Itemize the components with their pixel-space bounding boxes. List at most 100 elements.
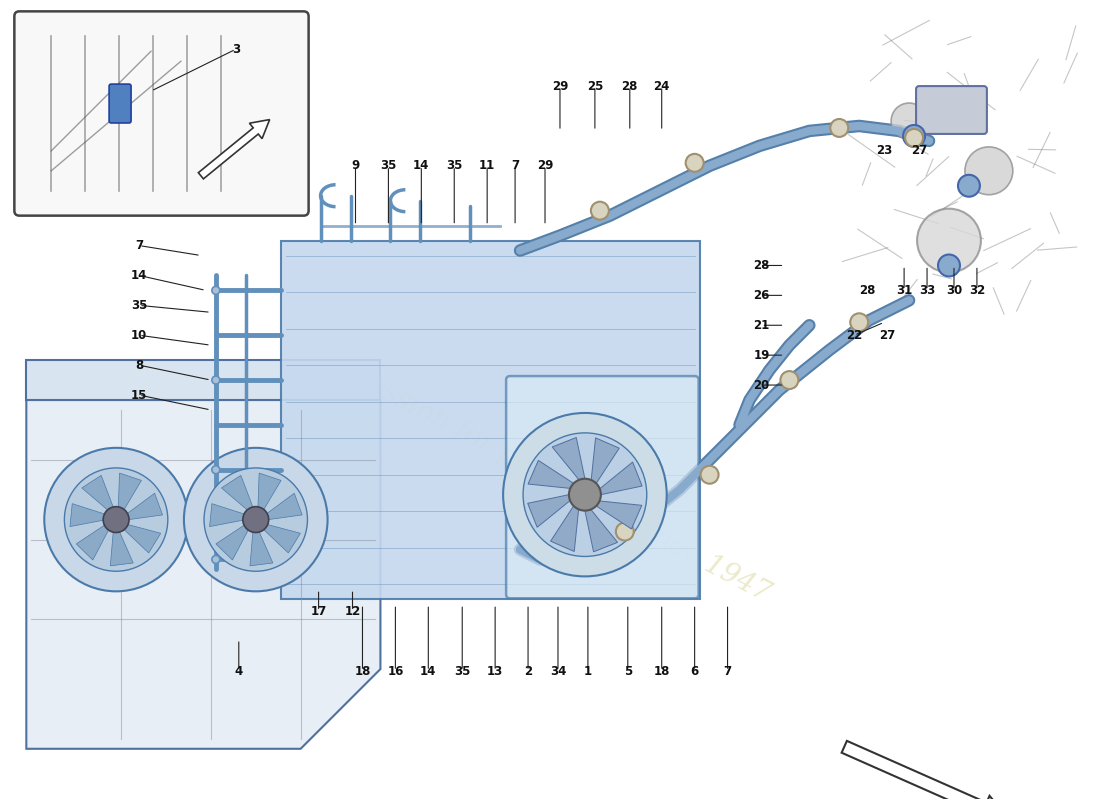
Circle shape <box>917 209 981 273</box>
Text: 30: 30 <box>946 284 962 297</box>
Text: 22: 22 <box>846 329 862 342</box>
Polygon shape <box>26 400 381 749</box>
Polygon shape <box>267 494 303 519</box>
Text: 35: 35 <box>381 159 397 172</box>
FancyBboxPatch shape <box>14 11 309 216</box>
Circle shape <box>905 129 923 147</box>
Circle shape <box>830 119 848 137</box>
Text: 7: 7 <box>135 239 143 252</box>
Text: 29: 29 <box>537 159 553 172</box>
Text: 17: 17 <box>310 605 327 618</box>
Text: 7: 7 <box>512 159 519 172</box>
Polygon shape <box>81 475 113 510</box>
Circle shape <box>958 174 980 197</box>
Circle shape <box>212 466 220 474</box>
Text: 4: 4 <box>234 665 243 678</box>
Circle shape <box>204 468 308 571</box>
Circle shape <box>903 125 925 147</box>
Text: 21: 21 <box>754 318 770 332</box>
Circle shape <box>891 103 927 139</box>
FancyBboxPatch shape <box>916 86 987 134</box>
Text: 6: 6 <box>691 665 698 678</box>
Text: 8: 8 <box>135 358 143 372</box>
Polygon shape <box>596 501 641 529</box>
Text: 35: 35 <box>454 665 471 678</box>
Polygon shape <box>280 241 700 599</box>
Text: 35: 35 <box>447 159 462 172</box>
Text: 16: 16 <box>387 665 404 678</box>
Text: 10: 10 <box>131 329 147 342</box>
Text: 13: 13 <box>487 665 504 678</box>
Circle shape <box>212 555 220 563</box>
Text: 28: 28 <box>621 79 638 93</box>
Polygon shape <box>600 462 642 494</box>
Text: 19: 19 <box>754 349 770 362</box>
Polygon shape <box>528 460 573 488</box>
Polygon shape <box>258 473 282 510</box>
Text: 23: 23 <box>876 144 892 158</box>
Circle shape <box>243 506 268 533</box>
FancyBboxPatch shape <box>506 376 698 598</box>
Text: 18: 18 <box>653 665 670 678</box>
FancyBboxPatch shape <box>109 84 131 123</box>
Circle shape <box>701 466 718 484</box>
Circle shape <box>965 147 1013 194</box>
Text: 29: 29 <box>552 79 569 93</box>
Circle shape <box>850 314 868 331</box>
Polygon shape <box>591 438 619 483</box>
Polygon shape <box>585 510 617 552</box>
Text: 28: 28 <box>859 284 876 297</box>
Circle shape <box>65 468 168 571</box>
Text: 27: 27 <box>879 329 895 342</box>
Circle shape <box>103 506 129 533</box>
Circle shape <box>503 413 667 576</box>
Polygon shape <box>528 494 570 527</box>
Text: 24: 24 <box>653 79 670 93</box>
Text: 11: 11 <box>478 159 495 172</box>
Text: 14: 14 <box>131 269 147 282</box>
Text: 12: 12 <box>344 605 361 618</box>
Circle shape <box>780 371 799 389</box>
Text: 35: 35 <box>131 299 147 312</box>
Polygon shape <box>216 525 249 560</box>
Text: 2: 2 <box>524 665 532 678</box>
Text: 7: 7 <box>724 665 732 678</box>
Polygon shape <box>221 475 253 510</box>
Polygon shape <box>552 438 585 480</box>
Text: 20: 20 <box>754 378 770 391</box>
Circle shape <box>184 448 328 591</box>
Text: 15: 15 <box>131 389 147 402</box>
Text: 18: 18 <box>354 665 371 678</box>
Text: 34: 34 <box>550 665 566 678</box>
Text: 31: 31 <box>896 284 912 297</box>
Polygon shape <box>70 504 104 526</box>
Polygon shape <box>250 532 273 566</box>
Polygon shape <box>76 525 109 560</box>
Text: 33: 33 <box>918 284 935 297</box>
Text: 27: 27 <box>911 144 927 158</box>
Circle shape <box>685 154 704 172</box>
Polygon shape <box>210 504 244 526</box>
FancyArrow shape <box>198 119 270 179</box>
Text: 25: 25 <box>586 79 603 93</box>
Circle shape <box>569 478 601 510</box>
Circle shape <box>524 433 647 557</box>
Text: 3: 3 <box>232 42 240 56</box>
Polygon shape <box>264 525 300 553</box>
Text: 14: 14 <box>414 159 429 172</box>
Text: 9: 9 <box>351 159 360 172</box>
Text: 5: 5 <box>624 665 631 678</box>
Text: 14: 14 <box>420 665 437 678</box>
Polygon shape <box>128 494 163 519</box>
FancyArrow shape <box>842 741 1010 800</box>
Circle shape <box>212 376 220 384</box>
Text: a passion for perfection since 1947: a passion for perfection since 1947 <box>326 352 774 608</box>
Circle shape <box>938 254 960 277</box>
Polygon shape <box>124 525 161 553</box>
Polygon shape <box>26 360 381 400</box>
Text: 28: 28 <box>754 259 770 272</box>
Circle shape <box>212 286 220 294</box>
Circle shape <box>616 522 634 541</box>
Text: 32: 32 <box>969 284 984 297</box>
Polygon shape <box>119 473 142 510</box>
